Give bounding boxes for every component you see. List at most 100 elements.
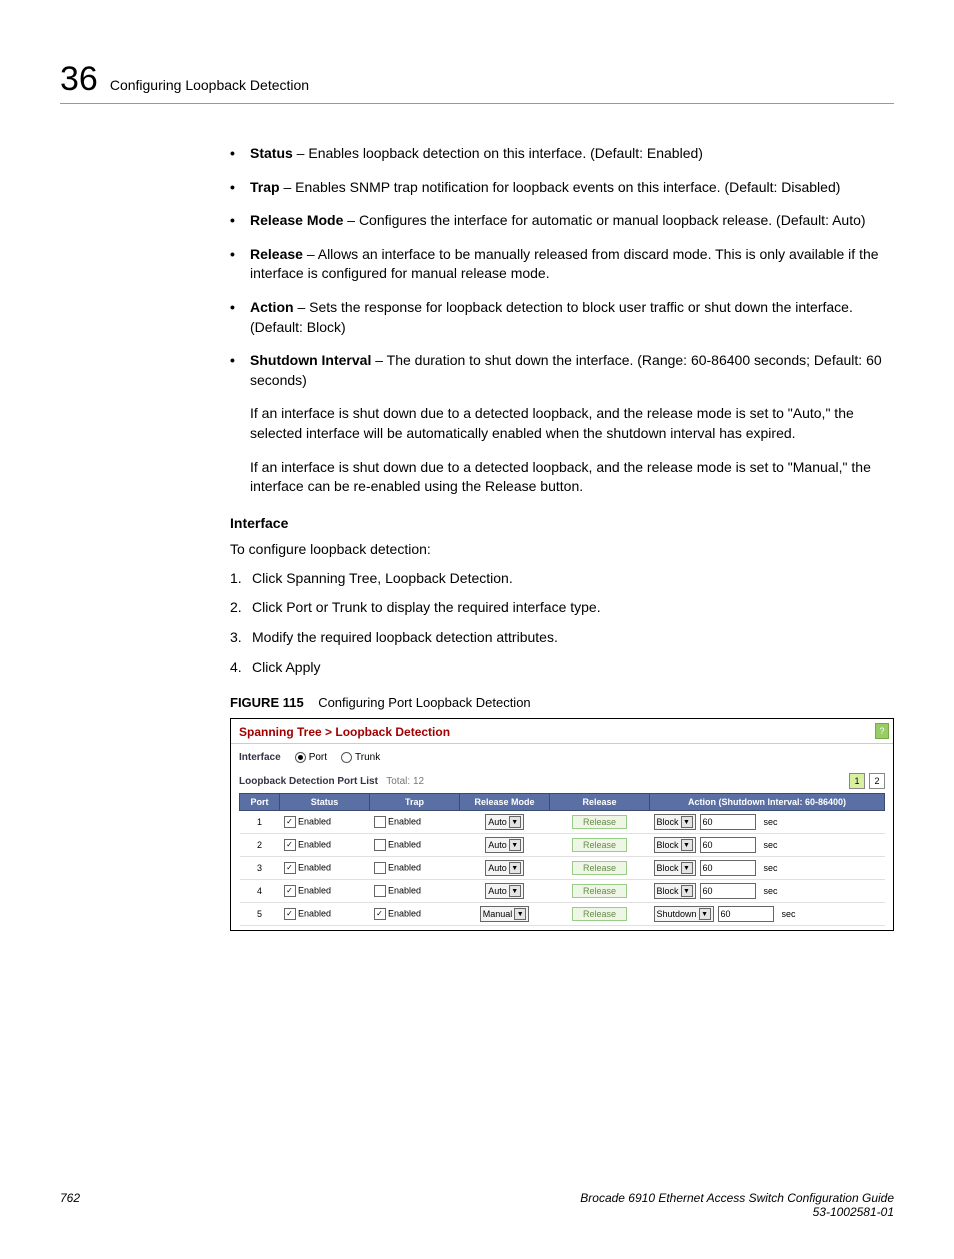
param-bullet: Status – Enables loopback detection on t… xyxy=(230,144,894,164)
enabled-label: Enabled xyxy=(298,908,331,918)
status-checkbox[interactable] xyxy=(284,839,296,851)
release-mode-select[interactable]: Auto▼ xyxy=(485,883,524,899)
action-select[interactable]: Block▼ xyxy=(654,860,696,876)
interface-intro: To configure loopback detection: xyxy=(230,541,894,557)
enabled-label: Enabled xyxy=(388,885,421,895)
radio-trunk[interactable]: Trunk xyxy=(341,752,380,763)
action-select[interactable]: Block▼ xyxy=(654,814,696,830)
steps-list: 1.Click Spanning Tree, Loopback Detectio… xyxy=(230,569,894,677)
release-mode-select[interactable]: Auto▼ xyxy=(485,837,524,853)
param-term: Shutdown Interval xyxy=(250,352,371,368)
chapter-number: 36 xyxy=(60,60,98,99)
radio-port[interactable]: Port xyxy=(295,752,327,763)
section-title: Configuring Loopback Detection xyxy=(110,77,309,93)
enabled-label: Enabled xyxy=(298,839,331,849)
param-desc: – Configures the interface for automatic… xyxy=(343,212,865,228)
param-bullet: Shutdown Interval – The duration to shut… xyxy=(230,351,894,390)
cell-port: 4 xyxy=(240,880,280,903)
param-desc: – Enables loopback detection on this int… xyxy=(293,145,703,161)
enabled-label: Enabled xyxy=(298,816,331,826)
step-item: 2.Click Port or Trunk to display the req… xyxy=(230,598,894,618)
figure-title: Configuring Port Loopback Detection xyxy=(318,695,530,710)
enabled-label: Enabled xyxy=(388,908,421,918)
enabled-label: Enabled xyxy=(298,885,331,895)
enabled-label: Enabled xyxy=(298,862,331,872)
ui-screenshot: ? Spanning Tree > Loopback Detection Int… xyxy=(230,718,894,931)
page-footer: 762 Brocade 6910 Ethernet Access Switch … xyxy=(60,1191,894,1219)
param-term: Action xyxy=(250,299,294,315)
port-table: PortStatusTrapRelease ModeReleaseAction … xyxy=(239,793,885,926)
table-row: 5 Enabled Enabled Manual▼ Release Shutdown▼… xyxy=(240,903,885,926)
table-row: 4 Enabled Enabled Auto▼ Release Block▼60 sec xyxy=(240,880,885,903)
trap-checkbox[interactable] xyxy=(374,885,386,897)
param-term: Release Mode xyxy=(250,212,343,228)
trap-checkbox[interactable] xyxy=(374,862,386,874)
param-term: Status xyxy=(250,145,293,161)
trap-checkbox[interactable] xyxy=(374,839,386,851)
param-desc: – Allows an interface to be manually rel… xyxy=(250,246,879,282)
pager-page[interactable]: 1 xyxy=(849,773,865,789)
status-checkbox[interactable] xyxy=(284,908,296,920)
step-item: 4.Click Apply xyxy=(230,658,894,678)
interval-input[interactable]: 60 xyxy=(700,814,756,830)
footer-book-title: Brocade 6910 Ethernet Access Switch Conf… xyxy=(580,1191,894,1205)
action-select[interactable]: Shutdown▼ xyxy=(654,906,714,922)
breadcrumb: Spanning Tree > Loopback Detection xyxy=(231,719,893,744)
release-button[interactable]: Release xyxy=(572,907,627,921)
sec-label: sec xyxy=(764,863,778,873)
cell-port: 5 xyxy=(240,903,280,926)
footer-page-number: 762 xyxy=(60,1191,80,1219)
table-row: 1 Enabled Enabled Auto▼ Release Block▼60 sec xyxy=(240,811,885,834)
interface-heading: Interface xyxy=(230,515,894,531)
radio-trunk-label: Trunk xyxy=(355,752,380,763)
interval-input[interactable]: 60 xyxy=(700,837,756,853)
enabled-label: Enabled xyxy=(388,862,421,872)
figure-caption: FIGURE 115 Configuring Port Loopback Det… xyxy=(230,695,894,710)
release-mode-select[interactable]: Manual▼ xyxy=(480,906,530,922)
page-header: 36 Configuring Loopback Detection xyxy=(60,60,894,104)
pager: 12 xyxy=(849,773,885,789)
table-row: 2 Enabled EnabledAuto▼ReleaseBlock▼60sec xyxy=(240,834,885,857)
enabled-label: Enabled xyxy=(388,839,421,849)
interval-input[interactable]: 60 xyxy=(718,906,774,922)
note-para-2: If an interface is shut down due to a de… xyxy=(250,458,894,497)
column-header: Status xyxy=(280,794,370,811)
action-select[interactable]: Block▼ xyxy=(654,837,696,853)
trap-checkbox[interactable] xyxy=(374,908,386,920)
note-para-1: If an interface is shut down due to a de… xyxy=(250,404,894,443)
sec-label: sec xyxy=(764,886,778,896)
status-checkbox[interactable] xyxy=(284,862,296,874)
interval-input[interactable]: 60 xyxy=(700,860,756,876)
sec-label: sec xyxy=(764,817,778,827)
help-icon[interactable]: ? xyxy=(875,723,889,739)
column-header: Trap xyxy=(370,794,460,811)
status-checkbox[interactable] xyxy=(284,816,296,828)
release-button[interactable]: Release xyxy=(572,815,627,829)
portlist-label: Loopback Detection Port List Total: 12 xyxy=(239,776,424,787)
param-desc: – Sets the response for loopback detecti… xyxy=(250,299,853,335)
cell-port: 1 xyxy=(240,811,280,834)
action-select[interactable]: Block▼ xyxy=(654,883,696,899)
trap-checkbox[interactable] xyxy=(374,816,386,828)
release-button[interactable]: Release xyxy=(572,861,627,875)
interval-input[interactable]: 60 xyxy=(700,883,756,899)
enabled-label: Enabled xyxy=(388,816,421,826)
cell-port: 3 xyxy=(240,857,280,880)
pager-page[interactable]: 2 xyxy=(869,773,885,789)
release-mode-select[interactable]: Auto▼ xyxy=(485,814,524,830)
release-button[interactable]: Release xyxy=(572,838,627,852)
status-checkbox[interactable] xyxy=(284,885,296,897)
column-header: Action (Shutdown Interval: 60-86400) xyxy=(650,794,885,811)
release-button[interactable]: Release xyxy=(572,884,627,898)
sec-label: sec xyxy=(782,909,796,919)
param-term: Trap xyxy=(250,179,280,195)
column-header: Port xyxy=(240,794,280,811)
column-header: Release xyxy=(550,794,650,811)
footer-doc-id: 53-1002581-01 xyxy=(580,1205,894,1219)
param-desc: – Enables SNMP trap notification for loo… xyxy=(280,179,841,195)
param-bullet: Release Mode – Configures the interface … xyxy=(230,211,894,231)
step-item: 3.Modify the required loopback detection… xyxy=(230,628,894,648)
release-mode-select[interactable]: Auto▼ xyxy=(485,860,524,876)
column-header: Release Mode xyxy=(460,794,550,811)
interface-label: Interface xyxy=(239,752,281,763)
